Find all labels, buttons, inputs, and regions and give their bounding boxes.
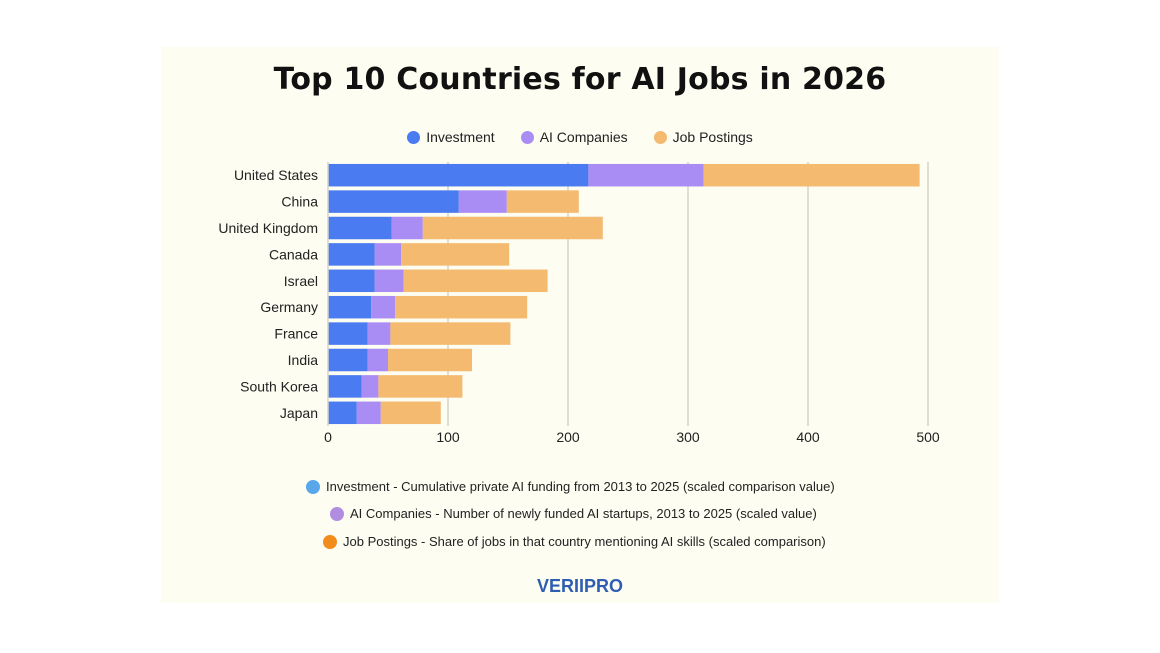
x-tick-label: 0	[324, 429, 332, 445]
bar-investment-india	[328, 348, 368, 372]
bar-job-postings-united-kingdom	[422, 216, 603, 240]
bar-investment-china	[328, 190, 459, 213]
category-label: Israel	[284, 273, 318, 289]
bar-investment-united-kingdom	[328, 216, 392, 240]
bar-investment-france	[328, 322, 368, 345]
note-investment: Investment - Cumulative private AI fundi…	[306, 479, 835, 494]
bar-job-postings-japan	[380, 401, 441, 425]
x-tick-label: 300	[676, 429, 700, 445]
category-label: China	[281, 194, 318, 210]
bar-job-postings-france	[390, 322, 511, 345]
bar-job-postings-israel	[403, 269, 548, 293]
x-tick-label: 400	[796, 429, 820, 445]
bar-ai-companies-china	[458, 190, 507, 213]
bar-job-postings-south-korea	[378, 375, 463, 398]
note-text-ai-companies: AI Companies - Number of newly funded AI…	[350, 506, 817, 521]
bar-ai-companies-south-korea	[361, 375, 379, 398]
category-label: United Kingdom	[218, 220, 318, 236]
note-ai-companies: AI Companies - Number of newly funded AI…	[330, 506, 817, 521]
bar-job-postings-canada	[401, 243, 510, 266]
bar-ai-companies-germany	[371, 295, 396, 319]
bar-investment-south-korea	[328, 375, 362, 398]
category-label: Japan	[280, 405, 318, 421]
bar-ai-companies-israel	[374, 269, 404, 293]
legend-item-job-postings: Job Postings	[653, 129, 753, 145]
legend: Investment AI Companies Job Postings	[0, 129, 1160, 145]
category-label: Germany	[260, 299, 318, 315]
note-text-job-postings: Job Postings - Share of jobs in that cou…	[343, 534, 826, 549]
legend-item-investment: Investment	[407, 129, 495, 145]
bar-investment-japan	[328, 401, 357, 425]
bar-investment-united-states	[328, 163, 589, 187]
category-label: Canada	[269, 246, 318, 262]
bar-ai-companies-canada	[374, 243, 402, 266]
legend-label-job-postings: Job Postings	[672, 129, 753, 145]
x-tick-label: 200	[556, 429, 580, 445]
bar-job-postings-india	[388, 348, 472, 372]
bar-ai-companies-united-states	[588, 163, 704, 187]
x-tick-label: 500	[916, 429, 940, 445]
legend-label-ai-companies: AI Companies	[539, 129, 628, 145]
bar-job-postings-china	[506, 190, 579, 213]
category-label: South Korea	[240, 378, 318, 394]
legend-swatch-investment	[407, 130, 421, 144]
note-dot-investment	[306, 479, 320, 494]
note-text-investment: Investment - Cumulative private AI fundi…	[326, 479, 835, 494]
bar-ai-companies-france	[367, 322, 391, 345]
note-job-postings: Job Postings - Share of jobs in that cou…	[323, 534, 826, 549]
legend-item-ai-companies: AI Companies	[520, 129, 628, 145]
bar-investment-israel	[328, 269, 375, 293]
category-label: India	[288, 352, 319, 368]
note-dot-ai-companies	[330, 506, 344, 521]
chart-card	[161, 47, 999, 603]
bar-investment-canada	[328, 243, 375, 266]
legend-label-investment: Investment	[426, 129, 495, 145]
bar-ai-companies-united-kingdom	[391, 216, 423, 240]
legend-swatch-ai-companies	[520, 130, 534, 144]
bar-investment-germany	[328, 295, 372, 319]
bar-ai-companies-india	[367, 348, 388, 372]
bar-job-postings-germany	[395, 295, 528, 319]
category-label: United States	[234, 167, 318, 183]
bar-ai-companies-japan	[356, 401, 381, 425]
bar-job-postings-united-states	[703, 163, 920, 187]
note-dot-job-postings	[323, 534, 337, 549]
chart-title: Top 10 Countries for AI Jobs in 2026	[273, 62, 887, 97]
category-label: France	[274, 326, 318, 342]
brand-logo: VERIIPRO	[536, 576, 624, 596]
x-tick-label: 100	[436, 429, 460, 445]
legend-swatch-job-postings	[653, 130, 667, 144]
